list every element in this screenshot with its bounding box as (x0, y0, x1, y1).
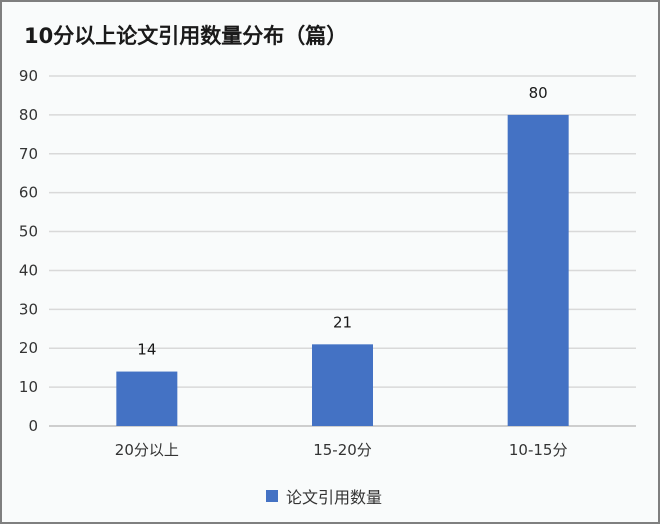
legend-label: 论文引用数量 (286, 488, 383, 507)
y-tick-label: 90 (19, 67, 38, 85)
legend-swatch (266, 490, 278, 502)
y-tick-label: 80 (19, 106, 38, 124)
x-tick-label: 15-20分 (313, 441, 372, 459)
y-tick-label: 70 (19, 145, 38, 163)
y-tick-label: 0 (28, 417, 38, 435)
chart-title: 10分以上论文引用数量分布（篇） (24, 24, 348, 48)
bar (507, 114, 569, 426)
y-tick-label: 10 (19, 378, 38, 396)
y-tick-label: 30 (19, 300, 38, 318)
data-label: 14 (137, 341, 156, 359)
x-tick-label: 10-15分 (509, 441, 568, 459)
y-tick-label: 60 (19, 184, 38, 202)
legend: 论文引用数量 (266, 484, 382, 508)
bar (312, 344, 373, 426)
data-label: 80 (529, 84, 548, 102)
y-tick-label: 50 (19, 223, 38, 241)
y-tick-label: 20 (19, 339, 38, 357)
bar (116, 371, 178, 426)
x-tick-label: 20分以上 (115, 441, 179, 459)
data-label: 21 (333, 313, 352, 331)
y-tick-label: 40 (19, 261, 38, 279)
